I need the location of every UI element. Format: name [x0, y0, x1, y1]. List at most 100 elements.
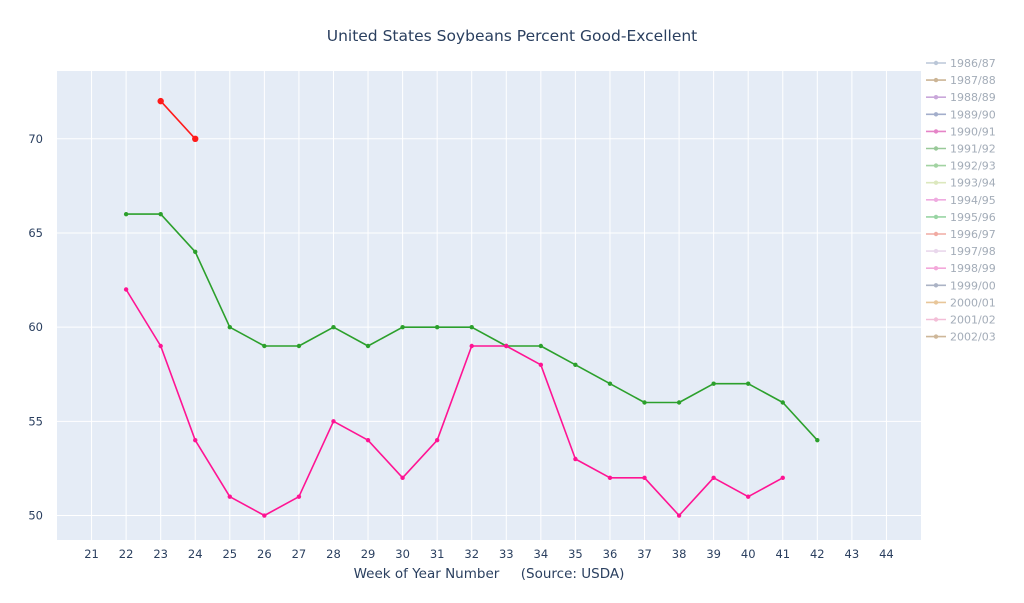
data-point: [746, 494, 751, 499]
legend-swatch-marker: [933, 300, 939, 305]
legend-item[interactable]: 1992/93: [926, 160, 996, 173]
x-tick-label: 39: [706, 547, 721, 561]
legend-item[interactable]: 2000/01: [926, 296, 996, 309]
legend-label: 1986/87: [950, 57, 996, 70]
legend-label: 1993/94: [950, 177, 996, 190]
data-point: [711, 475, 716, 481]
data-point: [227, 494, 232, 499]
chart-title: United States Soybeans Percent Good-Exce…: [327, 27, 698, 45]
legend-item[interactable]: 2001/02: [926, 314, 996, 327]
data-point: [434, 437, 440, 443]
legend-label: 1998/99: [950, 262, 996, 275]
legend-label: 1996/97: [950, 228, 996, 241]
legend-item[interactable]: 1996/97: [926, 228, 996, 241]
legend-item[interactable]: 1993/94: [926, 177, 996, 190]
x-tick-label: 31: [430, 547, 445, 561]
x-tick-label: 30: [395, 547, 410, 561]
data-point: [262, 343, 267, 349]
legend-label: 1999/00: [950, 279, 996, 292]
y-tick-label: 70: [28, 132, 43, 146]
legend-item[interactable]: 1995/96: [926, 211, 996, 224]
data-point: [746, 381, 751, 386]
series-18: [123, 211, 820, 443]
x-tick-label: 25: [222, 547, 237, 561]
legend-swatch-marker: [933, 60, 939, 66]
y-tick-label: 65: [28, 226, 43, 240]
data-point: [780, 475, 785, 481]
data-point: [123, 211, 129, 217]
data-point: [193, 249, 198, 255]
legend-swatch-marker: [933, 180, 939, 185]
x-tick-label: 22: [119, 547, 134, 561]
legend-swatch-marker: [933, 197, 939, 202]
data-point: [676, 513, 682, 518]
data-point: [642, 475, 647, 481]
x-tick-label: 33: [499, 547, 514, 561]
legend-item[interactable]: 1986/87: [926, 57, 996, 70]
x-tick-label: 26: [257, 547, 272, 561]
data-point: [123, 287, 129, 292]
legend-item[interactable]: 1991/92: [926, 143, 996, 156]
legend-swatch-marker: [933, 95, 939, 100]
data-point: [504, 343, 509, 349]
data-point: [780, 400, 785, 405]
data-point: [400, 324, 405, 330]
legend-item[interactable]: 1998/99: [926, 262, 996, 275]
data-point: [296, 343, 302, 349]
data-point: [157, 97, 164, 105]
legend-item[interactable]: 1994/95: [926, 194, 996, 207]
data-point: [262, 513, 267, 518]
plot-area: [57, 71, 921, 540]
x-tick-label: 29: [361, 547, 376, 561]
data-point: [365, 343, 371, 349]
legend-swatch-marker: [933, 129, 939, 134]
data-point: [296, 494, 302, 499]
series-17: [157, 97, 199, 143]
x-tick-label: 37: [637, 547, 652, 561]
legend-swatch-marker: [933, 248, 939, 254]
data-point: [158, 343, 163, 349]
legend-label: 1987/88: [950, 74, 996, 87]
legend-label: 1990/91: [950, 125, 996, 138]
x-tick-label: 38: [672, 547, 687, 561]
legend-label: 1995/96: [950, 211, 996, 224]
legend-item[interactable]: 1989/90: [926, 108, 996, 121]
y-tick-label: 55: [28, 414, 43, 428]
data-point: [573, 362, 578, 368]
x-tick-label: 32: [464, 547, 479, 561]
data-point: [469, 343, 474, 349]
legend-label: 1989/90: [950, 108, 996, 121]
legend-item[interactable]: 1990/91: [926, 125, 996, 138]
gridlines: [57, 71, 921, 540]
x-tick-label: 40: [741, 547, 756, 561]
legend-swatch-marker: [933, 112, 939, 117]
x-tick-label: 41: [775, 547, 790, 561]
legend-item[interactable]: 1997/98: [926, 245, 996, 258]
x-tick-label: 42: [810, 547, 825, 561]
x-axis-label: Week of Year Number (Source: USDA): [354, 566, 625, 582]
data-point: [331, 419, 336, 424]
x-tick-labels: 21 22 23 24 25 26 27 28 29 30 31 32 33 34 35 36 37 38 39 40…: [84, 547, 894, 561]
data-point: [538, 343, 544, 349]
legend-item[interactable]: 1988/89: [926, 91, 996, 104]
data-point: [193, 437, 198, 443]
legend[interactable]: 1986/87 1987/88 1988/89 1989/90 1990/91 1991/…: [926, 57, 996, 344]
legend-item[interactable]: 2002/03: [926, 331, 996, 344]
legend-swatch-marker: [933, 77, 939, 83]
y-tick-labels: 50 55 60 65 70: [28, 132, 43, 523]
legend-swatch-marker: [933, 283, 939, 288]
data-point: [642, 400, 647, 405]
series-19: [123, 287, 785, 518]
data-point: [434, 324, 440, 330]
legend-item[interactable]: 1999/00: [926, 279, 996, 292]
legend-item[interactable]: 1987/88: [926, 74, 996, 87]
legend-label: 2002/03: [950, 331, 996, 344]
data-point: [192, 135, 199, 143]
legend-swatch-marker: [933, 317, 939, 322]
legend-swatch-marker: [933, 231, 939, 237]
data-point: [676, 400, 682, 405]
data-point: [469, 324, 474, 330]
x-tick-label: 36: [603, 547, 618, 561]
y-tick-label: 60: [28, 320, 43, 334]
